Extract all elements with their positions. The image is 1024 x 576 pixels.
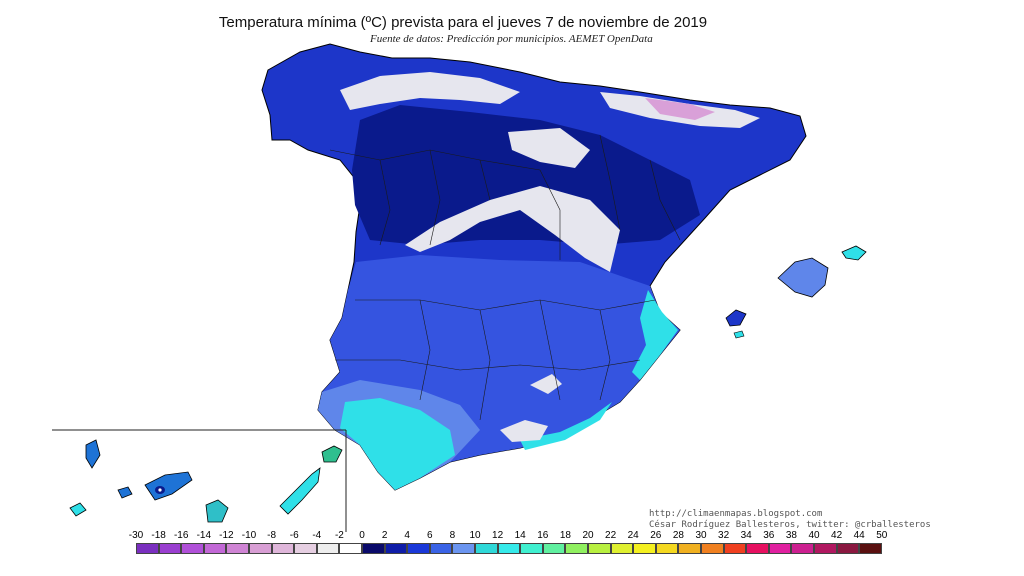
legend-label: 18 (559, 530, 571, 541)
legend-label: 12 (492, 530, 504, 541)
legend-swatch (452, 543, 475, 554)
legend-swatch (136, 543, 159, 554)
legend-swatch (339, 543, 362, 554)
legend-label: -4 (312, 530, 322, 541)
color-legend: -30 -18 -16 -14 -12 -10 -8 -6 -4 -2 0 2 4 6 8 10 12 14 16 1… (120, 530, 900, 560)
legend-swatch (497, 543, 521, 554)
legend-label: 50 (876, 530, 888, 541)
cantabrian-mountains-cold (340, 72, 520, 110)
formentera (733, 330, 745, 339)
map-subtitle: Fuente de datos: Predicción por municipi… (370, 33, 653, 45)
map-title: Temperatura mínima (ºC) prevista para el… (218, 14, 708, 31)
legend-label: 38 (785, 530, 797, 541)
legend-label: 32 (718, 530, 730, 541)
legend-swatch (271, 543, 295, 554)
legend-label: -14 (196, 530, 212, 541)
legend-swatch (226, 543, 249, 554)
credits: http://climaenmapas.blogspot.com César R… (649, 509, 931, 531)
legend-label: 2 (381, 530, 388, 541)
central-system-cold (405, 186, 620, 272)
mediterranean-coast-warm (632, 290, 678, 380)
legend-swatch (407, 543, 430, 554)
legend-label: 0 (359, 530, 365, 541)
legend-label: -16 (173, 530, 189, 541)
baza-cold (530, 374, 562, 394)
legend-label: 30 (695, 530, 707, 541)
legend-label: 4 (404, 530, 410, 541)
legend-label: 26 (650, 530, 662, 541)
legend-label: 24 (627, 530, 639, 541)
legend-label: 28 (672, 530, 684, 541)
legend-swatch (723, 543, 747, 554)
legend-label: -8 (267, 530, 277, 541)
mallorca (777, 257, 829, 298)
legend-label: -2 (334, 530, 344, 541)
legend-swatch (791, 543, 814, 554)
legend-swatch (701, 543, 724, 554)
el-hierro (69, 502, 87, 517)
legend-swatch (542, 543, 566, 554)
legend-swatch (633, 543, 656, 554)
legend-label: -10 (241, 530, 257, 541)
legend-swatch (678, 543, 701, 554)
andalusian-coast-warm (340, 398, 455, 490)
ibiza (725, 309, 747, 327)
legend-label: 34 (740, 530, 752, 541)
legend-swatch (768, 543, 792, 554)
legend-label: -30 (128, 530, 144, 541)
legend-swatch (859, 543, 882, 554)
legend-swatch (294, 543, 317, 554)
legend-swatch (475, 543, 498, 554)
legend-swatch (316, 543, 340, 554)
legend-swatch (610, 543, 634, 554)
legend-swatch (814, 543, 837, 554)
la-gomera (117, 486, 133, 499)
lanzarote (321, 445, 343, 463)
credits-author: César Rodríguez Ballesteros, twitter: @c… (649, 520, 931, 530)
legend-label: 36 (763, 530, 775, 541)
la-palma (85, 439, 101, 469)
legend-swatch (362, 543, 385, 554)
north-plateau-region (352, 105, 700, 245)
gran-canaria (205, 499, 229, 523)
legend-swatch (158, 543, 182, 554)
legend-label: 16 (537, 530, 549, 541)
southeast-coast-warm (520, 402, 612, 450)
legend-swatch (384, 543, 408, 554)
sierra-nevada-cold (500, 420, 548, 442)
legend-swatch (655, 543, 679, 554)
canary-inset-frame (52, 429, 347, 532)
province-borders (329, 134, 681, 421)
iberian-system-cold (508, 128, 590, 168)
legend-label: 14 (514, 530, 526, 541)
legend-label: -12 (219, 530, 234, 541)
tenerife (144, 471, 193, 501)
legend-swatch (588, 543, 611, 554)
canary-islands (69, 439, 343, 523)
legend-label: -18 (151, 530, 166, 541)
legend-swatch (520, 543, 543, 554)
legend-label: 6 (427, 530, 433, 541)
fuerteventura (279, 467, 321, 515)
legend-swatch (181, 543, 204, 554)
legend-swatch (836, 543, 860, 554)
legend-label: 42 (831, 530, 843, 541)
legend-label: 20 (582, 530, 594, 541)
legend-label: 22 (605, 530, 617, 541)
legend-swatch (746, 543, 769, 554)
legend-label: 40 (808, 530, 820, 541)
legend-label: -6 (289, 530, 299, 541)
pyrenees-coldest (645, 98, 715, 120)
legend-label: 8 (449, 530, 456, 541)
legend-swatch (249, 543, 272, 554)
menorca (841, 245, 867, 261)
legend-swatch (429, 543, 453, 554)
legend-swatch (203, 543, 227, 554)
credits-blog: http://climaenmapas.blogspot.com (649, 509, 823, 519)
legend-swatch (565, 543, 588, 554)
legend-label: 44 (853, 530, 865, 541)
legend-label: 10 (469, 530, 481, 541)
